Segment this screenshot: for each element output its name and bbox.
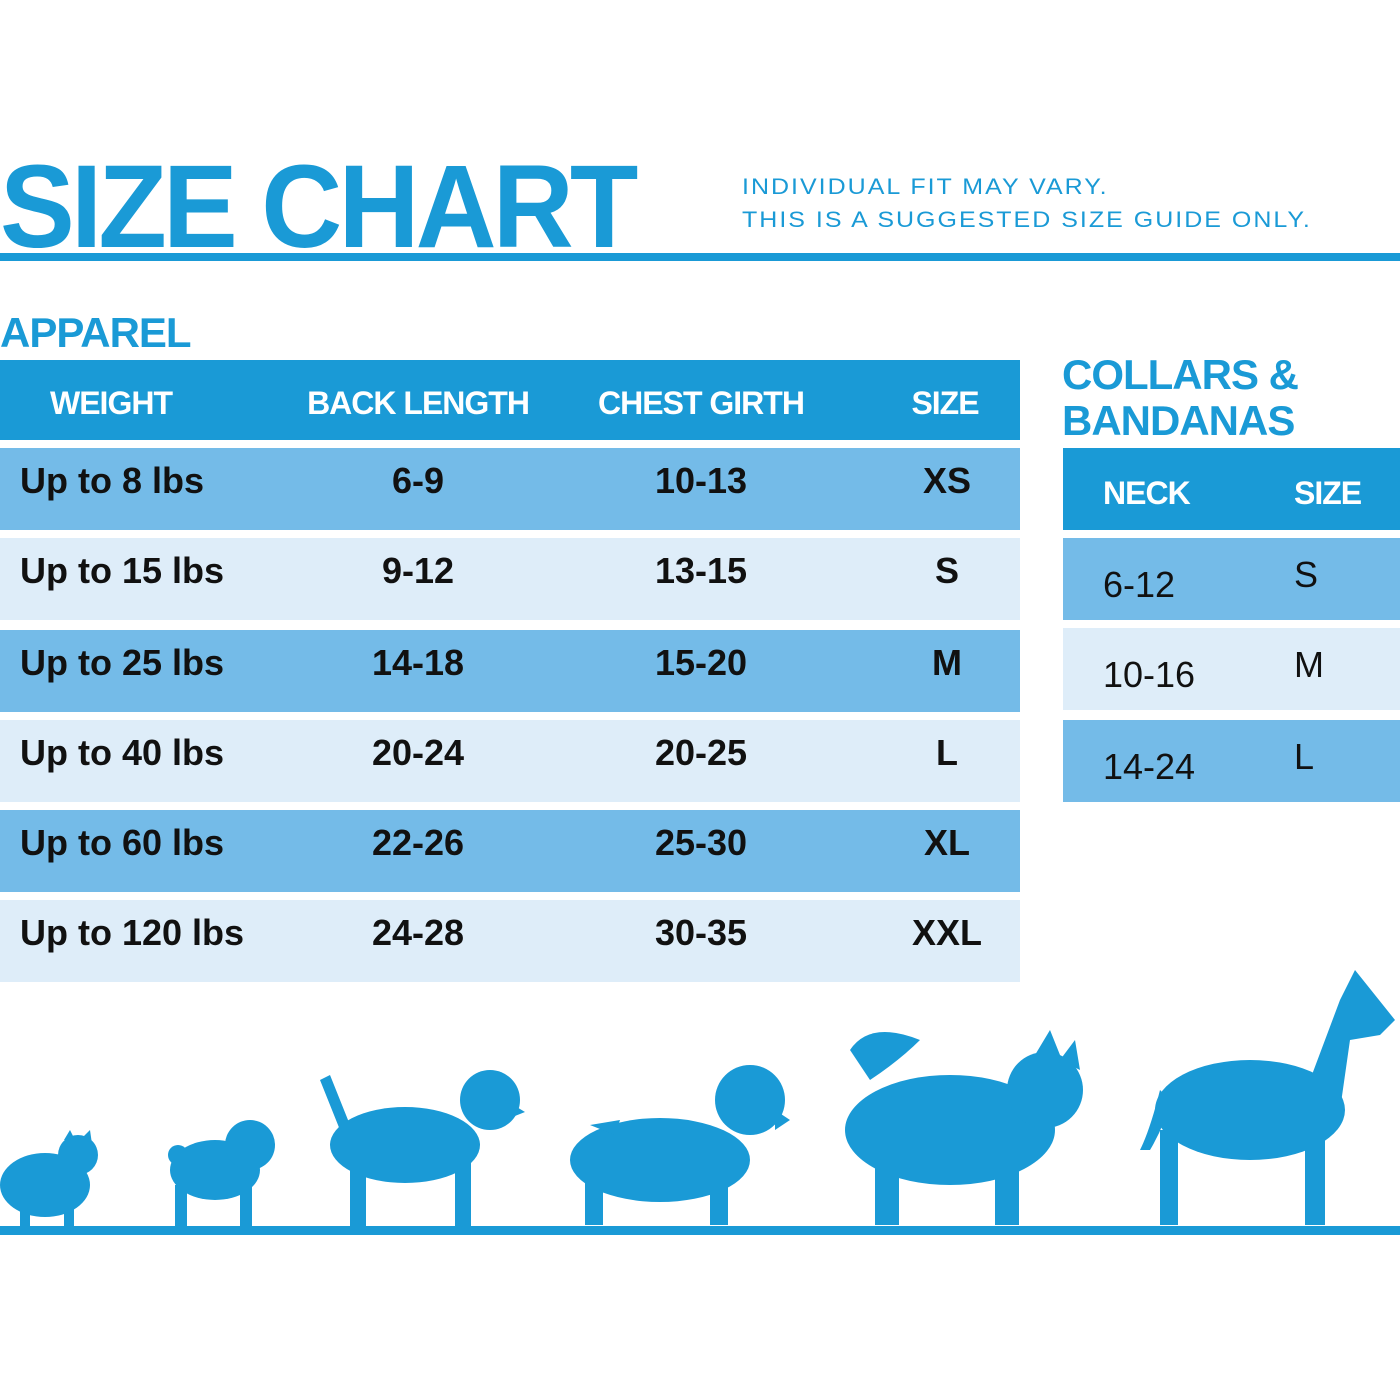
cell-back-length: 22-26	[371, 822, 465, 863]
ground-line	[0, 1226, 1400, 1235]
apparel-row: Up to 60 lbs 22-26 25-30 XL	[0, 810, 1020, 892]
cell-chest-girth: 15-20	[654, 642, 748, 683]
cell-weight: Up to 60 lbs	[20, 822, 225, 863]
cell-size: L	[1294, 736, 1315, 777]
beagle-icon	[320, 1070, 525, 1227]
apparel-row: Up to 40 lbs 20-24 20-25 L	[0, 720, 1020, 802]
spaniel-icon	[570, 1065, 790, 1225]
page-title: SIZE CHART	[0, 141, 638, 273]
cell-chest-girth: 13-15	[654, 550, 748, 591]
collar-row: 6-12 S	[1063, 538, 1400, 620]
column-header-back-length: BACK LENGTH	[307, 385, 530, 421]
cell-size: M	[1294, 644, 1324, 685]
apparel-row: Up to 25 lbs 14-18 15-20 M	[0, 630, 1020, 712]
husky-icon	[845, 1030, 1083, 1225]
dog-silhouettes	[0, 970, 1395, 1228]
pug-icon	[168, 1120, 275, 1227]
cell-size: S	[1294, 554, 1319, 595]
cell-back-length: 14-18	[371, 642, 465, 683]
cell-size: XXL	[911, 912, 983, 953]
cell-size: S	[934, 550, 960, 591]
great-dane-icon	[1140, 970, 1395, 1225]
cell-size: XL	[923, 822, 971, 863]
column-header-neck: NECK	[1103, 475, 1191, 511]
guide-note: THIS IS A SUGGESTED SIZE GUIDE ONLY.	[742, 207, 1312, 233]
cell-weight: Up to 8 lbs	[20, 460, 205, 501]
pomeranian-icon	[0, 1130, 98, 1228]
cell-size: XS	[922, 460, 972, 501]
collars-heading: COLLARS & BANDANAS	[1062, 351, 1299, 444]
cell-weight: Up to 120 lbs	[20, 912, 245, 953]
cell-chest-girth: 30-35	[654, 912, 748, 953]
cell-back-length: 6-9	[391, 460, 445, 501]
column-header-chest-girth: CHEST GIRTH	[598, 385, 805, 421]
apparel-row: Up to 15 lbs 9-12 13-15 S	[0, 538, 1020, 620]
cell-back-length: 20-24	[371, 732, 465, 773]
fit-note: INDIVIDUAL FIT MAY VARY.	[742, 174, 1109, 200]
column-header-size: SIZE	[911, 385, 979, 421]
cell-back-length: 24-28	[371, 912, 465, 953]
apparel-row: Up to 120 lbs 24-28 30-35 XXL	[0, 900, 1020, 982]
cell-back-length: 9-12	[381, 550, 455, 591]
cell-chest-girth: 25-30	[654, 822, 748, 863]
collar-row: 10-16 M	[1063, 628, 1400, 710]
cell-weight: Up to 25 lbs	[20, 642, 225, 683]
cell-chest-girth: 10-13	[654, 460, 748, 501]
collars-heading-line2: BANDANAS	[1062, 397, 1295, 444]
cell-chest-girth: 20-25	[654, 732, 748, 773]
cell-weight: Up to 40 lbs	[20, 732, 225, 773]
cell-neck: 6-12	[1103, 564, 1176, 605]
title-underline	[0, 253, 1400, 261]
cell-neck: 14-24	[1103, 746, 1196, 787]
cell-size: L	[936, 732, 958, 773]
apparel-header-row: WEIGHT BACK LENGTH CHEST GIRTH SIZE	[0, 360, 1020, 440]
cell-size: M	[932, 642, 962, 683]
column-header-size: SIZE	[1294, 475, 1362, 511]
collars-heading-line1: COLLARS &	[1062, 351, 1299, 398]
cell-weight: Up to 15 lbs	[20, 550, 225, 591]
collars-header-row: NECK SIZE	[1063, 448, 1400, 530]
apparel-heading: APPAREL	[0, 309, 192, 356]
cell-neck: 10-16	[1103, 654, 1196, 695]
column-header-weight: WEIGHT	[50, 385, 173, 421]
collar-row: 14-24 L	[1063, 720, 1400, 802]
apparel-row: Up to 8 lbs 6-9 10-13 XS	[0, 448, 1020, 530]
